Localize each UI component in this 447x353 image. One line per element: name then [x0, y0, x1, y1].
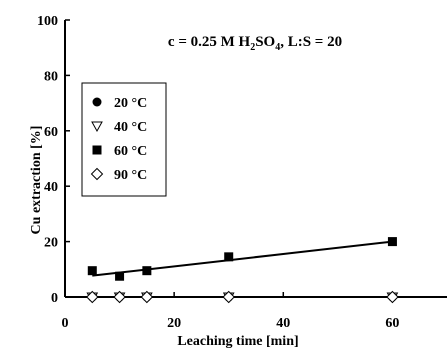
legend-label: 90 °C — [114, 168, 147, 183]
y-axis-label: Cu extraction [%] — [29, 126, 44, 235]
chart-annotation: c = 0.25 M H2SO4, L:S = 20 — [168, 34, 342, 53]
data-point — [386, 290, 399, 304]
legend: 20 °C 40 °C 60 °C 90 °C — [81, 82, 167, 197]
data-point — [222, 290, 235, 304]
fit-line — [92, 240, 393, 277]
y-tick-label: 20 — [44, 236, 58, 251]
x-tick-label: 20 — [167, 316, 181, 331]
legend-label: 60 °C — [114, 144, 147, 159]
legend-label: 40 °C — [114, 120, 147, 135]
x-tick-label: 40 — [276, 316, 290, 331]
data-point — [142, 266, 152, 276]
legend-marker — [91, 121, 103, 133]
data-point — [86, 290, 99, 304]
legend-marker — [92, 145, 102, 155]
data-point — [387, 237, 397, 247]
data-point — [224, 252, 234, 262]
data-point — [140, 290, 154, 304]
y-tick-label: 40 — [44, 180, 58, 195]
x-tick-label: 60 — [385, 316, 399, 331]
legend-marker — [90, 167, 104, 181]
data-point — [87, 266, 97, 276]
data-point — [113, 290, 126, 304]
legend-marker — [92, 97, 102, 107]
x-tick-label: 0 — [62, 316, 69, 331]
legend-label: 20 °C — [114, 96, 147, 111]
x-axis-label: Leaching time [min] — [177, 334, 298, 349]
y-tick-label: 80 — [44, 69, 58, 84]
fit-lines — [92, 240, 393, 298]
y-tick-label: 100 — [37, 14, 58, 29]
data-point — [115, 271, 125, 281]
y-tick-label: 0 — [51, 291, 58, 306]
y-tick-label: 60 — [44, 125, 58, 140]
data-markers — [86, 237, 399, 304]
